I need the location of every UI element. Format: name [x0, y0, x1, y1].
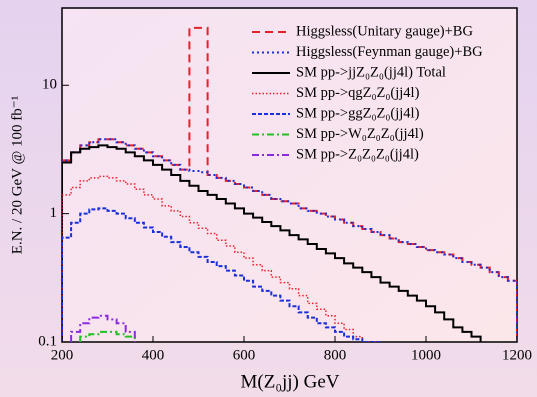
x-tick-label: 200	[51, 347, 74, 363]
histogram-line	[62, 175, 381, 342]
legend-label: SM pp->qgZ₀Z₀(jj4l)	[296, 85, 420, 101]
histogram-line	[70, 314, 136, 342]
x-tick-label: 1200	[502, 347, 532, 363]
histogram-line	[62, 138, 517, 342]
plot-area	[61, 7, 518, 343]
x-tick-label: 1000	[411, 347, 441, 363]
legend-label: Higgsless(Feynman gauge)+BG	[296, 44, 483, 60]
legend-label: SM pp->Z₀Z₀Z₀(jj4l)	[296, 146, 419, 162]
x-tick-label: 800	[324, 347, 347, 363]
x-axis-label: M(Z₀jj) GeV	[241, 371, 340, 392]
x-tick-label: 400	[142, 347, 165, 363]
legend-label: Higgsless(Unitary gauge)+BG	[296, 23, 473, 39]
legend-label: SM pp->ggZ₀Z₀(jj4l)	[296, 105, 420, 121]
y-axis-label: E.N. / 20 GeV @ 100 fb⁻¹	[9, 96, 25, 254]
y-tick-label: 1	[50, 205, 58, 221]
x-tick-label: 600	[233, 347, 256, 363]
histogram-line	[62, 26, 517, 342]
legend-label: SM pp->jjZ₀Z₀(jj4l) Total	[296, 64, 446, 80]
legend-label: SM pp->W₀Z₀Z₀(jj4l)	[296, 126, 424, 142]
plot-lines	[62, 26, 517, 342]
histogram-line	[79, 330, 136, 342]
histogram-line	[62, 144, 482, 342]
y-tick-label: 10	[42, 77, 57, 93]
histogram-line	[62, 207, 381, 342]
y-tick-label: 0.1	[38, 333, 57, 349]
